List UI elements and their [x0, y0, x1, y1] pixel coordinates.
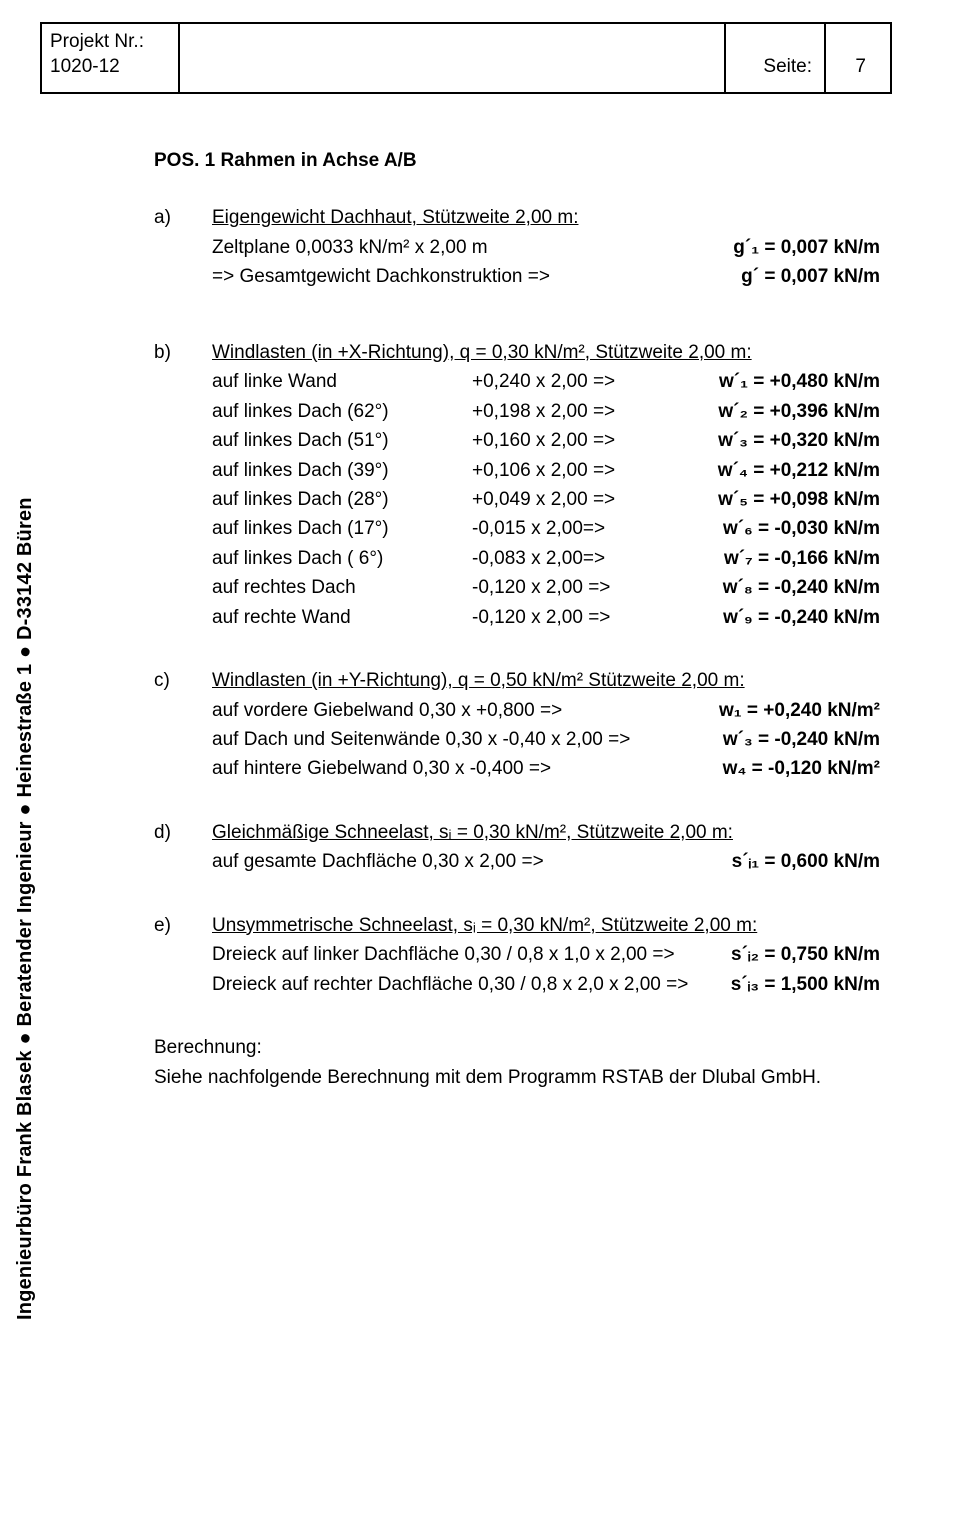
section-e-label: e) [154, 911, 212, 999]
calculation-block: Berechnung: Siehe nachfolgende Berechnun… [154, 1033, 880, 1092]
section-b-result: w´₈ = -0,240 kN/m [723, 573, 880, 602]
section-b-calc: -0,120 x 2,00 => [472, 573, 610, 602]
section-e-left: Dreieck auf rechter Dachfläche 0,30 / 0,… [212, 970, 688, 999]
section-b-result: w´₇ = -0,166 kN/m [724, 544, 880, 573]
section-b-row: auf rechtes Dach-0,120 x 2,00 => w´₈ = -0… [212, 573, 880, 602]
section-b-calc: -0,015 x 2,00=> [472, 514, 605, 543]
section-b-calc: +0,198 x 2,00 => [472, 397, 615, 426]
section-a-line1-left: Zeltplane 0,0033 kN/m² x 2,00 m [212, 233, 488, 262]
section-e-title: Unsymmetrische Schneelast, sᵢ = 0,30 kN/… [212, 915, 757, 936]
section-c-right: w´₃ = -0,240 kN/m [723, 725, 880, 754]
section-e-right: s´ᵢ₂ = 0,750 kN/m [731, 940, 880, 969]
section-b-calc: +0,106 x 2,00 => [472, 456, 615, 485]
section-b: b) Windlasten (in +X-Richtung), q = 0,30… [154, 338, 880, 632]
section-b-row: auf linkes Dach (51°)+0,160 x 2,00 => w´₃… [212, 426, 880, 455]
section-d-label: d) [154, 818, 212, 877]
section-b-calc: +0,049 x 2,00 => [472, 485, 615, 514]
section-b-desc: auf linkes Dach (39°) [212, 456, 472, 485]
header-divider-2 [824, 24, 826, 92]
section-b-result: w´₅ = +0,098 kN/m [718, 485, 880, 514]
section-e-right: s´ᵢ₃ = 1,500 kN/m [731, 970, 880, 999]
section-b-desc: auf linkes Dach (51°) [212, 426, 472, 455]
page-label: Seite: [763, 56, 812, 78]
section-e: e) Unsymmetrische Schneelast, sᵢ = 0,30 … [154, 911, 880, 999]
section-c: c) Windlasten (in +Y-Richtung), q = 0,50… [154, 666, 880, 784]
calculation-heading: Berechnung: [154, 1033, 880, 1062]
section-b-calc: -0,120 x 2,00 => [472, 603, 610, 632]
section-b-calc: +0,160 x 2,00 => [472, 426, 615, 455]
calculation-text: Siehe nachfolgende Berechnung mit dem Pr… [154, 1063, 880, 1092]
section-a-line2-right: g´ = 0,007 kN/m [741, 262, 880, 291]
section-d-right: s´ᵢ₁ = 0,600 kN/m [732, 847, 880, 876]
section-b-result: w´₂ = +0,396 kN/m [718, 397, 880, 426]
section-b-row: auf linkes Dach (17°)-0,015 x 2,00=> w´₆ … [212, 514, 880, 543]
section-c-row: auf Dach und Seitenwände 0,30 x -0,40 x … [212, 725, 880, 754]
section-b-row: auf rechte Wand-0,120 x 2,00 => w´₉ = -0,… [212, 603, 880, 632]
section-c-left: auf Dach und Seitenwände 0,30 x -0,40 x … [212, 725, 630, 754]
section-a-title: Eigengewicht Dachhaut, Stützweite 2,00 m… [212, 207, 578, 228]
section-b-desc: auf linke Wand [212, 367, 472, 396]
section-d-left: auf gesamte Dachfläche 0,30 x 2,00 => [212, 847, 544, 876]
section-b-result: w´₉ = -0,240 kN/m [723, 603, 880, 632]
section-d: d) Gleichmäßige Schneelast, sᵢ = 0,30 kN… [154, 818, 880, 877]
section-a-line1-right: g´₁ = 0,007 kN/m [733, 233, 880, 262]
section-e-row: Dreieck auf linker Dachfläche 0,30 / 0,8… [212, 940, 880, 969]
section-c-left: auf vordere Giebelwand 0,30 x +0,800 => [212, 696, 562, 725]
section-a-line2-left: => Gesamtgewicht Dachkonstruktion => [212, 262, 550, 291]
section-c-right: w₄ = -0,120 kN/m² [723, 754, 880, 783]
section-b-result: w´₃ = +0,320 kN/m [718, 426, 880, 455]
section-b-row: auf linkes Dach (39°)+0,106 x 2,00 => w´₄… [212, 456, 880, 485]
section-c-right: w₁ = +0,240 kN/m² [719, 696, 880, 725]
section-b-result: w´₁ = +0,480 kN/m [719, 367, 880, 396]
pos-title: POS. 1 Rahmen in Achse A/B [154, 146, 880, 175]
section-c-row: auf vordere Giebelwand 0,30 x +0,800 => w… [212, 696, 880, 725]
section-b-desc: auf linkes Dach (62°) [212, 397, 472, 426]
section-c-left: auf hintere Giebelwand 0,30 x -0,400 => [212, 754, 551, 783]
section-b-row-left: auf linke Wand+0,240 x 2,00 => [212, 367, 615, 396]
section-b-row-left: auf linkes Dach ( 6°)-0,083 x 2,00=> [212, 544, 605, 573]
section-b-label: b) [154, 338, 212, 632]
section-a-label: a) [154, 203, 212, 291]
content-area: POS. 1 Rahmen in Achse A/B a) Eigengewic… [154, 146, 880, 1092]
section-b-desc: auf linkes Dach ( 6°) [212, 544, 472, 573]
section-e-left: Dreieck auf linker Dachfläche 0,30 / 0,8… [212, 940, 675, 969]
section-b-desc: auf rechtes Dach [212, 573, 472, 602]
page-number: 7 [855, 56, 866, 78]
section-b-row: auf linkes Dach (62°)+0,198 x 2,00 => w´₂… [212, 397, 880, 426]
section-b-row-left: auf linkes Dach (39°)+0,106 x 2,00 => [212, 456, 615, 485]
section-b-desc: auf linkes Dach (28°) [212, 485, 472, 514]
section-b-calc: +0,240 x 2,00 => [472, 367, 615, 396]
section-b-row-left: auf linkes Dach (28°)+0,049 x 2,00 => [212, 485, 615, 514]
section-b-row: auf linkes Dach (28°)+0,049 x 2,00 => w´₅… [212, 485, 880, 514]
header-frame: Projekt Nr.: 1020-12 Seite: 7 [40, 22, 892, 94]
section-b-row-left: auf rechte Wand-0,120 x 2,00 => [212, 603, 610, 632]
project-label: Projekt Nr.: [50, 31, 144, 52]
section-c-row: auf hintere Giebelwand 0,30 x -0,400 => w… [212, 754, 880, 783]
section-b-desc: auf linkes Dach (17°) [212, 514, 472, 543]
section-b-row: auf linke Wand+0,240 x 2,00 => w´₁ = +0,4… [212, 367, 880, 396]
section-b-desc: auf rechte Wand [212, 603, 472, 632]
section-b-row-left: auf rechtes Dach-0,120 x 2,00 => [212, 573, 610, 602]
project-cell: Projekt Nr.: 1020-12 [42, 24, 180, 92]
section-e-row: Dreieck auf rechter Dachfläche 0,30 / 0,… [212, 970, 880, 999]
section-b-calc: -0,083 x 2,00=> [472, 544, 605, 573]
section-d-title: Gleichmäßige Schneelast, sᵢ = 0,30 kN/m²… [212, 822, 733, 843]
section-b-row-left: auf linkes Dach (62°)+0,198 x 2,00 => [212, 397, 615, 426]
section-b-title: Windlasten (in +X-Richtung), q = 0,30 kN… [212, 342, 752, 363]
section-b-result: w´₆ = -0,030 kN/m [723, 514, 880, 543]
section-c-title: Windlasten (in +Y-Richtung), q = 0,50 kN… [212, 670, 745, 691]
sidebar-company-text: Ingenieurbüro Frank Blasek ● Beratender … [14, 497, 37, 1320]
section-a: a) Eigengewicht Dachhaut, Stützweite 2,0… [154, 203, 880, 291]
header-divider-1 [724, 24, 726, 92]
section-b-row: auf linkes Dach ( 6°)-0,083 x 2,00=> w´₇ … [212, 544, 880, 573]
section-b-result: w´₄ = +0,212 kN/m [718, 456, 880, 485]
section-b-row-left: auf linkes Dach (17°)-0,015 x 2,00=> [212, 514, 605, 543]
section-b-row-left: auf linkes Dach (51°)+0,160 x 2,00 => [212, 426, 615, 455]
project-number: 1020-12 [50, 56, 120, 77]
section-c-label: c) [154, 666, 212, 784]
